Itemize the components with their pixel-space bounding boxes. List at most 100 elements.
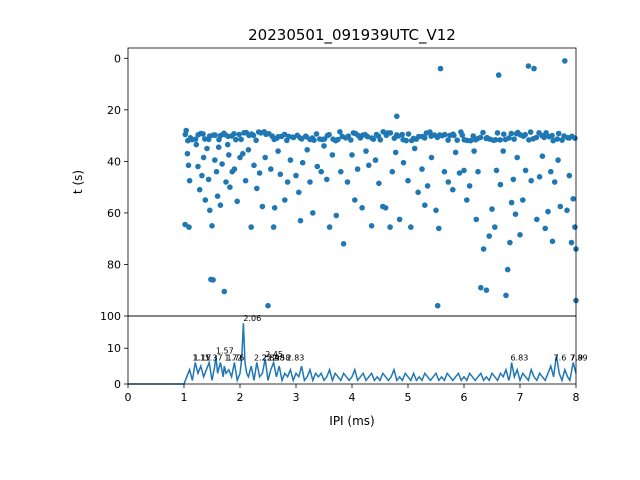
- scatter-point: [253, 137, 259, 144]
- scatter-point: [318, 168, 325, 175]
- scatter-point: [250, 132, 257, 139]
- scatter-point: [510, 176, 517, 183]
- scatter-point: [511, 136, 517, 142]
- peak-annotation: 1.37: [205, 354, 223, 363]
- scatter-point: [411, 145, 418, 152]
- scatter-point: [354, 166, 361, 172]
- scatter-point: [196, 186, 203, 193]
- y-tick-label: 10: [107, 342, 121, 355]
- scatter-point: [324, 176, 330, 183]
- peak-annotation: 1.72: [224, 354, 242, 363]
- scatter-point: [480, 246, 487, 252]
- x-axis-label: IPI (ms): [329, 414, 374, 428]
- scatter-point: [192, 136, 199, 142]
- scatter-point: [526, 137, 532, 143]
- scatter-point: [466, 183, 473, 189]
- x-tick-label: 4: [349, 391, 356, 404]
- scatter-point: [223, 179, 229, 185]
- scatter-point: [186, 177, 193, 184]
- scatter-point: [270, 224, 277, 230]
- histogram-panel: 1.151.171.371.571.721.76 2.06 2.252.392.45…: [107, 314, 588, 404]
- scatter-point: [392, 149, 399, 156]
- scatter-point: [568, 239, 575, 246]
- scatter-point: [207, 207, 213, 214]
- scatter-point: [299, 159, 306, 166]
- scatter-point: [495, 72, 502, 78]
- scatter-point: [554, 136, 561, 142]
- peak-annotation: 1.15: [192, 354, 210, 363]
- scatter-point: [296, 189, 302, 196]
- scatter-point: [451, 132, 457, 139]
- scatter-point: [231, 166, 238, 172]
- y-tick-label: 20: [107, 104, 121, 117]
- scatter-point: [195, 163, 201, 170]
- scatter-point: [564, 207, 570, 214]
- scatter-point: [475, 168, 481, 175]
- scatter-point: [549, 238, 556, 245]
- scatter-point: [442, 131, 448, 138]
- scatter-point: [311, 137, 317, 143]
- peak-annotation: 2.45: [265, 350, 283, 359]
- scatter-point: [572, 135, 578, 141]
- scatter-point: [528, 177, 534, 184]
- scatter-point: [507, 239, 513, 246]
- scatter-point: [543, 130, 549, 136]
- scatter-point: [221, 288, 228, 295]
- scatter-point: [531, 65, 537, 72]
- scatter-point: [405, 131, 412, 137]
- scatter-point: [534, 216, 540, 223]
- scatter-point: [275, 148, 281, 154]
- scatter-point: [340, 241, 347, 247]
- scatter-point: [271, 205, 278, 211]
- scatter-point: [329, 152, 336, 158]
- scatter-point: [297, 217, 304, 224]
- scatter-point: [419, 166, 425, 172]
- scatter-point: [445, 179, 452, 185]
- y-tick-label: 60: [107, 207, 121, 220]
- peak-annotation: 1.57: [216, 346, 234, 355]
- scatter-point: [434, 302, 441, 309]
- scatter-point: [352, 197, 358, 203]
- scatter-point: [492, 224, 498, 230]
- scatter-point: [234, 198, 240, 205]
- scatter-point: [210, 277, 216, 283]
- scatter-point: [454, 137, 461, 143]
- scatter-point: [504, 266, 511, 273]
- scatter-point: [405, 177, 411, 184]
- scatter-point: [461, 167, 467, 174]
- scatter-point: [183, 127, 189, 134]
- scatter-point: [478, 284, 484, 291]
- scatter-point: [359, 205, 365, 211]
- scatter-point: [555, 130, 562, 137]
- peak-annotation: 2.39: [262, 354, 280, 363]
- scatter-point: [199, 172, 205, 179]
- scatter-point: [400, 159, 407, 166]
- scatter-point: [497, 181, 504, 188]
- scatter-point: [539, 153, 546, 159]
- scatter-point: [525, 63, 532, 69]
- y-tick-label: 0: [114, 52, 121, 65]
- scatter-point: [242, 177, 249, 184]
- scatter-point: [441, 168, 448, 175]
- scatter-point: [310, 210, 316, 216]
- y-tick-label: 40: [107, 155, 121, 168]
- peak-annotation: 7.6: [554, 354, 567, 363]
- scatter-point: [287, 157, 294, 163]
- scatter-point: [265, 302, 271, 309]
- scatter-point: [200, 154, 207, 161]
- scatter-point: [467, 137, 474, 144]
- scatter-point: [364, 133, 371, 140]
- scatter-point: [184, 150, 191, 157]
- scatter-point: [520, 197, 526, 203]
- scatter-point: [436, 225, 442, 232]
- y-tick-label: 80: [107, 258, 121, 271]
- scatter-point: [422, 202, 428, 208]
- scatter-point: [494, 130, 501, 136]
- peak-annotation: 2.58: [272, 354, 290, 363]
- scatter-point: [445, 137, 451, 143]
- scatter-point: [284, 179, 291, 185]
- scatter-point: [500, 148, 507, 154]
- scatter-point: [231, 131, 237, 137]
- scatter-point: [338, 168, 344, 175]
